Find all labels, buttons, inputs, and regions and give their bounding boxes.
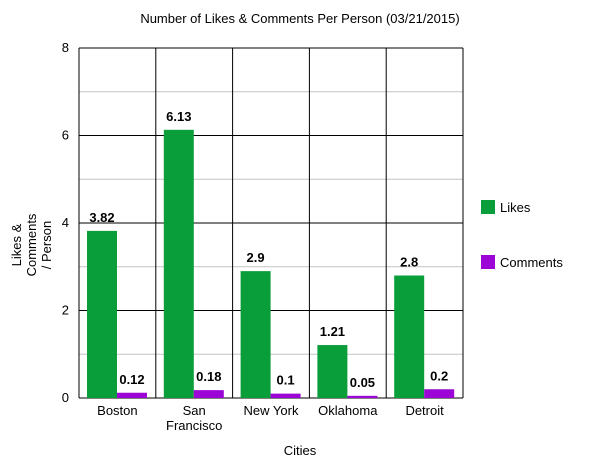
- x-tick-label-0: Boston: [97, 403, 137, 418]
- axes: 0 2 4 6 8 Boston San Francisco New York Oklahoma D…: [62, 40, 444, 433]
- y-tick-label-4: 8: [62, 40, 69, 55]
- data-label-comments-1: 0.18: [196, 369, 221, 384]
- y-tick-label-3: 6: [62, 128, 69, 143]
- y-axis-title: Likes &Comments/ Person: [9, 213, 54, 276]
- bar-comments-0: [117, 392, 147, 398]
- x-axis-title: Cities: [284, 443, 317, 458]
- legend-label-comments: Comments: [500, 255, 563, 270]
- data-label-comments-3: 0.05: [350, 375, 375, 390]
- x-tick-label-4: Detroit: [405, 403, 444, 418]
- data-labels: 3.82 0.12 6.13 0.18 2.9 0.1 1.21 0.05 2.8 0.2: [89, 109, 448, 390]
- bar-comments-3: [347, 395, 378, 398]
- bar-likes-2: [240, 271, 271, 398]
- legend-swatch-comments: [481, 255, 495, 269]
- x-tick-label-2: New York: [244, 403, 299, 418]
- data-label-likes-0: 3.82: [89, 210, 114, 225]
- bar-likes-1: [163, 129, 194, 398]
- x-tick-label-3: Oklahoma: [318, 403, 378, 418]
- y-tick-label-0: 0: [62, 390, 69, 405]
- data-label-likes-3: 1.21: [320, 324, 345, 339]
- data-label-comments-0: 0.12: [119, 372, 144, 387]
- bars: [87, 129, 455, 398]
- bar-likes-3: [317, 345, 348, 398]
- data-label-comments-4: 0.2: [430, 368, 448, 383]
- bar-likes-0: [87, 230, 117, 398]
- legend-label-likes: Likes: [500, 200, 531, 215]
- data-label-likes-4: 2.8: [400, 255, 418, 270]
- x-tick-label-1: San Francisco: [166, 403, 222, 433]
- legend-swatch-likes: [481, 200, 495, 214]
- bar-comments-4: [424, 389, 455, 398]
- chart-title: Number of Likes & Comments Per Person (0…: [140, 11, 459, 26]
- bar-comments-1: [193, 390, 224, 398]
- y-tick-label-2: 4: [62, 215, 69, 230]
- bar-likes-4: [394, 275, 425, 398]
- data-label-likes-1: 6.13: [166, 109, 191, 124]
- legend: Likes Comments: [481, 200, 563, 270]
- y-tick-label-1: 2: [62, 303, 69, 318]
- bar-comments-2: [270, 393, 301, 398]
- data-label-likes-2: 2.9: [247, 250, 265, 265]
- data-label-comments-2: 0.1: [277, 373, 295, 388]
